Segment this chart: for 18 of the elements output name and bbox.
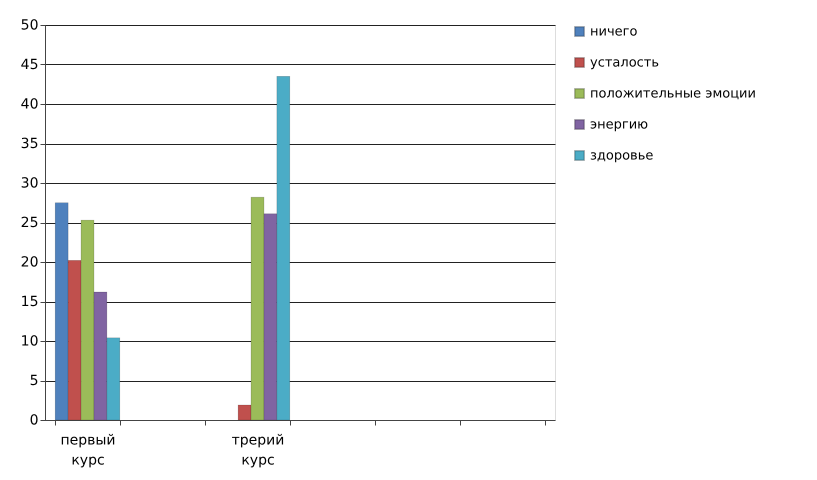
legend-label: здоровье bbox=[590, 148, 654, 164]
y-tick-label: 45 bbox=[20, 57, 38, 73]
y-tick-label: 10 bbox=[20, 334, 38, 350]
y-tick-label: 15 bbox=[20, 294, 38, 310]
legend-label: ничего bbox=[590, 24, 638, 40]
y-tick-label: 0 bbox=[30, 412, 38, 428]
legend-label: энергию bbox=[590, 118, 648, 132]
y-tick-label: 5 bbox=[30, 373, 38, 389]
y-tick-label: 40 bbox=[20, 96, 38, 112]
x-tick-label: трерий курс bbox=[232, 432, 284, 468]
y-tick-label: 20 bbox=[20, 254, 38, 270]
y-tick-label: 50 bbox=[20, 18, 38, 34]
y-tick-label: 25 bbox=[20, 215, 38, 231]
x-tick-label: первый курс bbox=[60, 432, 116, 468]
y-tick-label: 30 bbox=[20, 176, 38, 192]
legend-label: положительные эмоции bbox=[590, 86, 756, 102]
y-tick-label: 35 bbox=[20, 136, 38, 152]
legend-label: усталость bbox=[590, 56, 660, 70]
